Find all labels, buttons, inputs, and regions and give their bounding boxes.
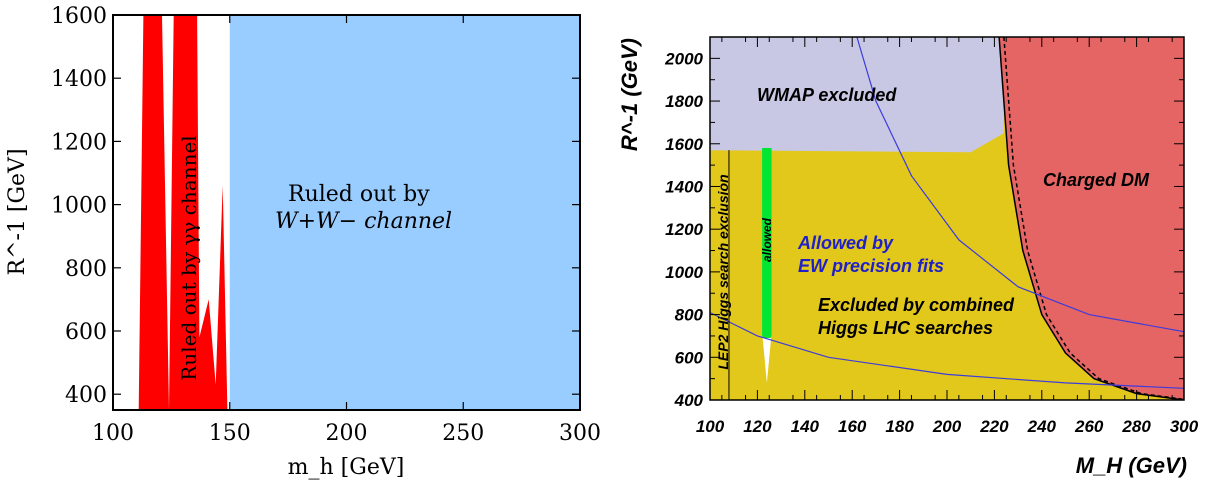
charged-dm-boundary <box>998 37 1184 400</box>
ww-excluded-region <box>229 15 580 410</box>
y-axis-label: R^-1 [GeV] <box>5 148 30 275</box>
x-axis-label: m_h [GeV] <box>288 455 405 480</box>
x-tick-label: 200 <box>326 421 368 446</box>
lhc-annotation-line1: Excluded by combined <box>818 295 1015 315</box>
y-tick-label: 1800 <box>665 92 703 111</box>
ew-curve-lower <box>710 311 1184 389</box>
ew-curve-upper <box>856 37 1184 333</box>
y-tick-label: 1600 <box>665 135 703 154</box>
charged-dm-boundary-dashed <box>1003 37 1184 400</box>
y-tick-label: 800 <box>65 257 107 282</box>
y-tick-label: 1000 <box>665 263 703 282</box>
x-tick-label: 180 <box>885 417 914 436</box>
gamma-excluded-region <box>138 15 228 410</box>
y-tick-label: 1200 <box>665 220 703 239</box>
lep2-annotation: LEP2 Higgs search exclusion <box>715 174 731 369</box>
ew-annotation-line1: Allowed by <box>797 233 894 253</box>
y-axis-label: R^-1 (GeV) <box>617 38 642 151</box>
right-chart: 100 120 140 160 180 200 220 240 260 280 300 400 600 8… <box>617 36 1199 478</box>
x-tick-label: 250 <box>442 421 484 446</box>
x-tick-label: 160 <box>838 417 867 436</box>
left-chart: 100 150 200 250 300 400 600 800 1000 1200 1400 1600… <box>5 4 601 480</box>
allowed-strip <box>762 148 772 344</box>
y-tick-label: 1400 <box>665 177 703 196</box>
ww-annotation-line1: Ruled out by <box>288 182 430 207</box>
x-tick-label: 100 <box>92 421 134 446</box>
x-tick-label: 140 <box>791 417 820 436</box>
x-tick-label: 200 <box>932 417 962 436</box>
allowed-annotation: allowed <box>760 217 774 262</box>
y-tick-label: 1000 <box>51 194 107 219</box>
y-tick-label: 600 <box>65 320 107 345</box>
x-tick-label: 240 <box>1027 417 1057 436</box>
y-tick-label: 400 <box>674 391 704 410</box>
x-tick-label: 300 <box>1170 417 1199 436</box>
y-tick-label: 400 <box>65 383 107 408</box>
y-tick-label: 600 <box>675 348 704 367</box>
y-tick-label: 800 <box>675 306 704 325</box>
wmap-annotation: WMAP excluded <box>757 85 897 105</box>
y-tick-label: 2000 <box>664 49 703 68</box>
gamma-annotation: Ruled out by γγ channel <box>177 135 201 380</box>
x-tick-label: 120 <box>743 417 772 436</box>
right-plot-area <box>710 37 1184 400</box>
ww-annotation-line2: W+W− channel <box>275 209 452 234</box>
charged-dm-annotation: Charged DM <box>1043 170 1150 190</box>
allowed-wedge <box>762 337 772 383</box>
x-tick-label: 300 <box>559 421 601 446</box>
lhc-annotation-line2: Higgs LHC searches <box>818 318 993 338</box>
x-tick-label: 280 <box>1121 417 1151 436</box>
y-tick-label: 1200 <box>51 130 107 155</box>
x-axis-label: M_H (GeV) <box>1076 453 1187 478</box>
x-tick-label: 260 <box>1074 417 1104 436</box>
y-tick-label: 1600 <box>51 4 107 29</box>
x-tick-label: 100 <box>696 417 725 436</box>
ew-annotation-line2: EW precision fits <box>798 256 944 276</box>
y-tick-label: 1400 <box>51 67 107 92</box>
x-tick-label: 150 <box>209 421 251 446</box>
wmap-excluded-region <box>710 37 1004 153</box>
x-tick-label: 220 <box>979 417 1009 436</box>
